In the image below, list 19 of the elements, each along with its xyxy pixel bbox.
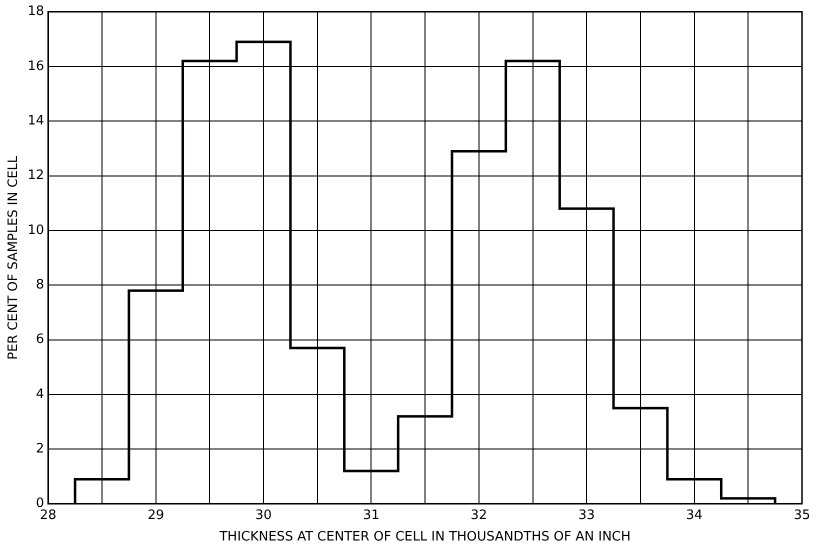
x-tick-label: 28 xyxy=(40,508,56,523)
x-tick-label: 35 xyxy=(794,508,810,523)
x-axis-title: THICKNESS AT CENTER OF CELL IN THOUSANDTHS OF AN INCH xyxy=(218,530,631,545)
y-tick-label: 6 xyxy=(36,332,44,348)
y-tick-label: 12 xyxy=(28,168,44,184)
x-tick-label: 32 xyxy=(470,508,488,523)
y-tick-label: 14 xyxy=(28,114,44,129)
y-tick-label: 4 xyxy=(36,386,44,402)
y-tick-label: 10 xyxy=(28,222,44,238)
x-tick-label: 34 xyxy=(686,508,703,523)
x-tick-label: 30 xyxy=(255,508,272,523)
y-axis-title: PER CENT OF SAMPLES IN CELL xyxy=(6,155,22,360)
y-tick-label: 18 xyxy=(28,4,44,20)
y-tick-label: 16 xyxy=(28,58,44,74)
x-tick-label: 33 xyxy=(578,508,595,523)
y-tick-label: 2 xyxy=(36,442,44,457)
y-tick-label: 8 xyxy=(36,278,44,293)
x-tick-label: 29 xyxy=(148,508,164,523)
x-tick-label: 31 xyxy=(362,508,380,523)
